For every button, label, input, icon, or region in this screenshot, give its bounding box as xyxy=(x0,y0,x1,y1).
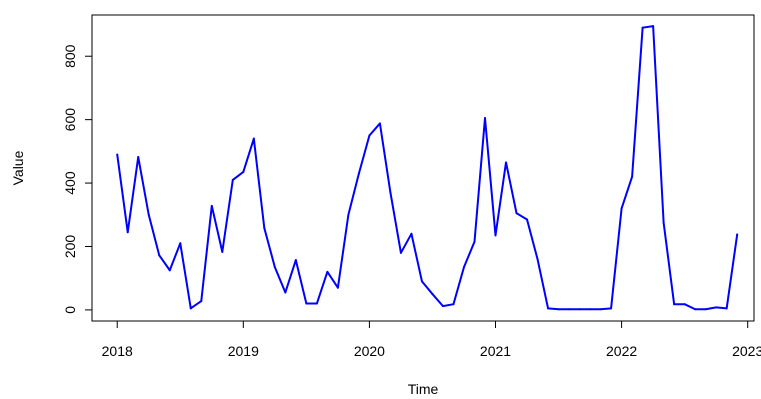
x-tick-label: 2022 xyxy=(606,343,637,359)
data-point xyxy=(200,300,203,303)
data-point xyxy=(673,303,676,306)
data-point xyxy=(116,153,119,156)
data-point xyxy=(410,232,413,235)
data-points xyxy=(116,25,739,311)
data-point xyxy=(326,270,329,273)
data-point xyxy=(179,242,182,245)
data-point xyxy=(494,234,497,237)
x-tick-label: 2023 xyxy=(732,343,761,359)
data-point xyxy=(484,117,486,120)
data-point xyxy=(589,308,592,311)
data-point xyxy=(431,293,434,296)
y-tick-label: 0 xyxy=(62,306,78,314)
data-point xyxy=(505,161,508,164)
x-axis-ticks: 2018 2019 2020 2021 2022 2023 xyxy=(102,321,761,359)
data-point xyxy=(420,280,423,283)
data-point xyxy=(557,308,560,311)
data-point xyxy=(526,218,529,221)
data-point xyxy=(662,221,665,224)
data-point xyxy=(536,258,539,261)
data-point xyxy=(389,191,392,194)
y-tick-label: 800 xyxy=(62,44,78,68)
data-point xyxy=(631,175,634,178)
data-point xyxy=(715,306,718,309)
data-point xyxy=(578,308,581,311)
data-point xyxy=(368,134,371,137)
data-point xyxy=(610,307,613,310)
data-point xyxy=(210,204,213,207)
data-point xyxy=(568,308,571,311)
y-axis-label: Value xyxy=(10,150,26,185)
data-point xyxy=(126,231,129,234)
data-point xyxy=(137,156,140,159)
data-point xyxy=(147,213,150,216)
data-point xyxy=(378,122,381,125)
data-point xyxy=(547,307,550,310)
data-point xyxy=(473,240,476,243)
data-point xyxy=(441,305,444,308)
series-line xyxy=(116,25,739,311)
data-point xyxy=(263,227,266,230)
data-point xyxy=(452,303,455,306)
data-point xyxy=(399,251,402,254)
data-point xyxy=(704,308,707,311)
data-point xyxy=(315,302,318,305)
y-tick-label: 200 xyxy=(62,235,78,259)
data-point xyxy=(189,307,192,310)
data-point xyxy=(641,26,644,29)
data-point xyxy=(462,266,465,269)
data-point xyxy=(652,25,655,28)
x-tick-label: 2021 xyxy=(480,343,511,359)
x-tick-label: 2018 xyxy=(102,343,133,359)
data-point xyxy=(252,137,255,140)
data-point xyxy=(221,250,224,253)
data-point xyxy=(305,302,308,305)
data-point xyxy=(736,233,739,236)
data-point xyxy=(294,259,297,262)
data-point xyxy=(725,307,728,310)
data-point xyxy=(158,254,161,257)
data-point xyxy=(347,213,350,216)
data-point xyxy=(515,212,518,215)
x-tick-label: 2019 xyxy=(228,343,259,359)
data-point xyxy=(357,172,360,175)
x-tick-label: 2020 xyxy=(354,343,385,359)
data-point xyxy=(336,286,339,289)
data-point xyxy=(273,266,276,269)
y-tick-label: 400 xyxy=(62,171,78,195)
y-tick-label: 600 xyxy=(62,108,78,132)
x-axis-label: Time xyxy=(408,381,439,397)
y-axis-ticks: 0 200 400 600 800 xyxy=(62,44,92,314)
data-point xyxy=(683,303,686,306)
data-point xyxy=(168,269,171,272)
data-point xyxy=(231,178,234,181)
data-point xyxy=(284,291,287,294)
data-point xyxy=(620,207,623,210)
data-point xyxy=(242,170,245,173)
data-point xyxy=(694,308,697,311)
data-point xyxy=(599,308,602,311)
